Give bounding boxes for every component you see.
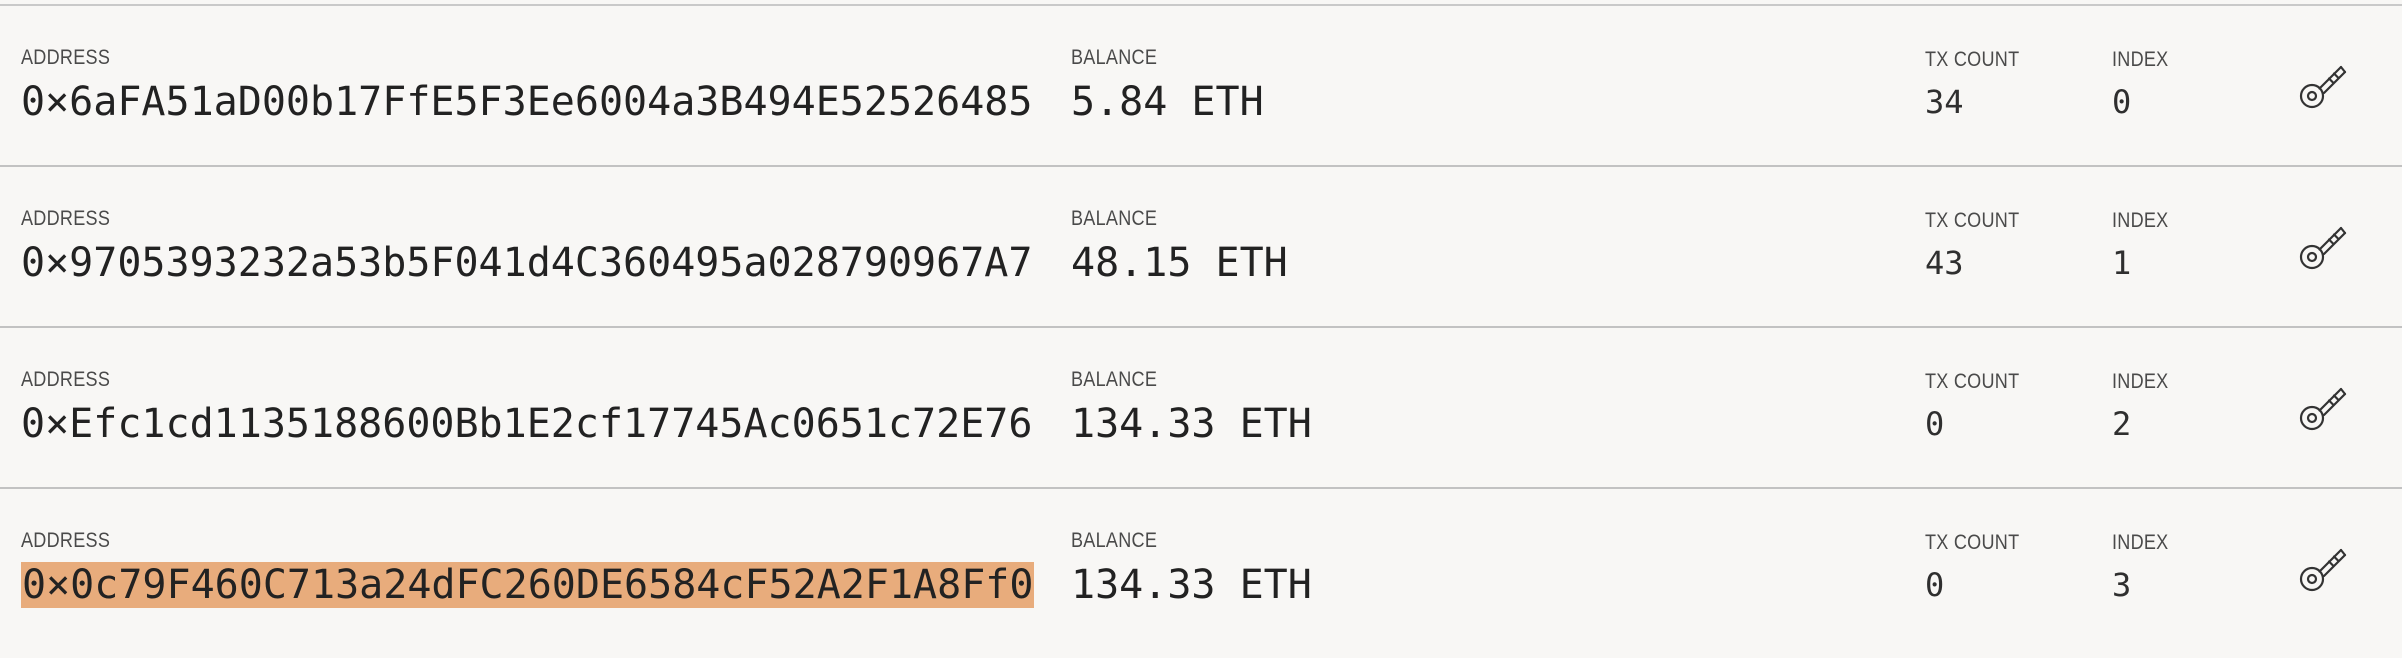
index-value: 0 bbox=[2112, 83, 2132, 121]
tx-count-value: 34 bbox=[1925, 83, 1964, 121]
tx-count-label: TX COUNT bbox=[1925, 370, 2020, 393]
index-field: INDEX 2 bbox=[2112, 370, 2178, 444]
address-value-wrapper: 0×0c79F460C713a24dFC260DE6584cF52A2F1A8F… bbox=[21, 561, 1035, 609]
balance-value: 5.84 ETH bbox=[1071, 79, 1264, 125]
show-keys-button[interactable] bbox=[2296, 539, 2352, 595]
balance-label: BALANCE bbox=[1071, 46, 1158, 69]
address-label: ADDRESS bbox=[21, 368, 111, 391]
balance-label: BALANCE bbox=[1071, 207, 1158, 230]
index-field: INDEX 3 bbox=[2112, 531, 2178, 605]
balance-value: 134.33 ETH bbox=[1071, 562, 1312, 608]
tx-count-label: TX COUNT bbox=[1925, 48, 2020, 71]
tx-count-field: TX COUNT 34 bbox=[1925, 48, 2035, 122]
balance-label: BALANCE bbox=[1071, 529, 1158, 552]
address-field: ADDRESS 0×Efc1cd1135188600Bb1E2cf17745Ac… bbox=[21, 368, 1032, 448]
balance-field: BALANCE 5.84 ETH bbox=[1071, 46, 1264, 126]
account-row: ADDRESS 0×Efc1cd1135188600Bb1E2cf17745Ac… bbox=[0, 328, 2402, 489]
address-value-selected[interactable]: 0×0c79F460C713a24dFC260DE6584cF52A2F1A8F… bbox=[21, 562, 1035, 608]
tx-count-label: TX COUNT bbox=[1925, 531, 2020, 554]
tx-count-field: TX COUNT 0 bbox=[1925, 370, 2035, 444]
address-field: ADDRESS 0×6aFA51aD00b17FfE5F3Ee6004a3B49… bbox=[21, 46, 1032, 126]
show-keys-button[interactable] bbox=[2296, 217, 2352, 273]
balance-field: BALANCE 134.33 ETH bbox=[1071, 368, 1312, 448]
balance-field: BALANCE 48.15 ETH bbox=[1071, 207, 1288, 287]
balance-value: 134.33 ETH bbox=[1071, 401, 1312, 447]
index-value: 3 bbox=[2112, 566, 2132, 604]
index-label: INDEX bbox=[2112, 48, 2169, 71]
address-value[interactable]: 0×9705393232a53b5F041d4C360495a028790967… bbox=[21, 240, 1033, 286]
tx-count-value: 0 bbox=[1925, 405, 1945, 443]
index-value: 2 bbox=[2112, 405, 2132, 443]
tx-count-label: TX COUNT bbox=[1925, 209, 2020, 232]
show-keys-button[interactable] bbox=[2296, 378, 2352, 434]
address-value[interactable]: 0×Efc1cd1135188600Bb1E2cf17745Ac0651c72E… bbox=[21, 401, 1033, 447]
key-icon bbox=[2299, 548, 2347, 592]
index-label: INDEX bbox=[2112, 531, 2169, 554]
key-icon bbox=[2299, 387, 2347, 431]
top-divider bbox=[0, 4, 2402, 6]
address-field: ADDRESS 0×9705393232a53b5F041d4C360495a0… bbox=[21, 207, 1032, 287]
account-list: ADDRESS 0×6aFA51aD00b17FfE5F3Ee6004a3B49… bbox=[0, 6, 2402, 650]
address-value[interactable]: 0×6aFA51aD00b17FfE5F3Ee6004a3B494E525264… bbox=[21, 79, 1033, 125]
address-label: ADDRESS bbox=[21, 46, 111, 69]
index-field: INDEX 1 bbox=[2112, 209, 2178, 283]
index-label: INDEX bbox=[2112, 370, 2169, 393]
account-row: ADDRESS 0×0c79F460C713a24dFC260DE6584cF5… bbox=[0, 489, 2402, 650]
key-icon bbox=[2299, 226, 2347, 270]
tx-count-field: TX COUNT 0 bbox=[1925, 531, 2035, 605]
show-keys-button[interactable] bbox=[2296, 56, 2352, 112]
address-field: ADDRESS 0×0c79F460C713a24dFC260DE6584cF5… bbox=[21, 529, 1035, 609]
balance-value: 48.15 ETH bbox=[1071, 240, 1288, 286]
tx-count-value: 43 bbox=[1925, 244, 1964, 282]
key-icon bbox=[2299, 65, 2347, 109]
account-row: ADDRESS 0×6aFA51aD00b17FfE5F3Ee6004a3B49… bbox=[0, 6, 2402, 167]
tx-count-field: TX COUNT 43 bbox=[1925, 209, 2035, 283]
account-row: ADDRESS 0×9705393232a53b5F041d4C360495a0… bbox=[0, 167, 2402, 328]
index-field: INDEX 0 bbox=[2112, 48, 2178, 122]
address-label: ADDRESS bbox=[21, 207, 111, 230]
tx-count-value: 0 bbox=[1925, 566, 1945, 604]
address-label: ADDRESS bbox=[21, 529, 111, 552]
index-label: INDEX bbox=[2112, 209, 2169, 232]
balance-field: BALANCE 134.33 ETH bbox=[1071, 529, 1312, 609]
index-value: 1 bbox=[2112, 244, 2132, 282]
balance-label: BALANCE bbox=[1071, 368, 1158, 391]
